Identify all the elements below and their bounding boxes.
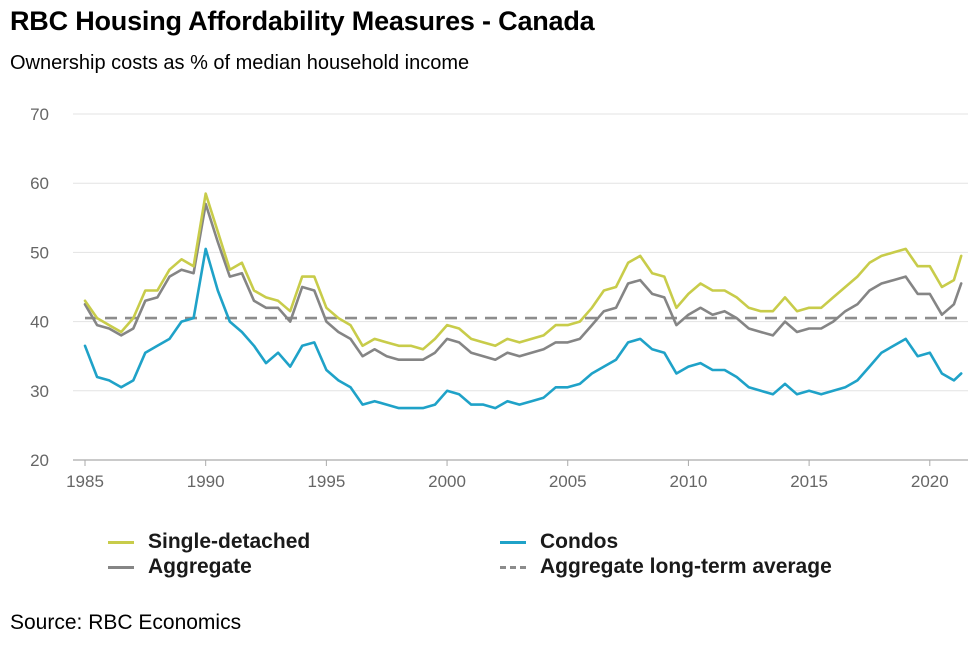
legend-item-single-detached: Single-detached (108, 529, 310, 555)
y-tick-label: 40 (30, 313, 49, 332)
y-tick-label: 50 (30, 243, 49, 262)
x-tick-label: 2015 (790, 472, 828, 491)
series-line-condos (83, 247, 963, 410)
line-chart: 1985 1990 1995 2000 2005 2010 2015 2020 20 30 40 5… (30, 105, 968, 491)
y-axis: 20 30 40 50 60 70 (30, 105, 49, 470)
x-tick-label: 1995 (307, 472, 345, 491)
legend-label: Single-detached (148, 530, 311, 553)
legend-swatch-single-detached (108, 540, 134, 544)
legend-swatch-long-term-average (500, 565, 526, 569)
legend: Single-detached Condos Aggregate Aggrega… (108, 529, 928, 585)
x-tick-label: 2005 (549, 472, 587, 491)
x-tick-label: 2000 (428, 472, 466, 491)
legend-item-aggregate: Aggregate (108, 554, 252, 580)
series-line-single-detached (83, 192, 963, 351)
legend-swatch-condos (500, 540, 526, 544)
chart-subtitle: Ownership costs as % of median household… (10, 52, 470, 74)
legend-label: Aggregate (148, 555, 252, 578)
series-group (83, 192, 963, 410)
chart-title: RBC Housing Affordability Measures - Can… (10, 6, 595, 36)
legend-label: Aggregate long-term average (540, 555, 832, 578)
y-tick-label: 60 (30, 174, 49, 193)
x-tick-label: 1985 (66, 472, 104, 491)
legend-label: Condos (540, 530, 619, 553)
x-tick-label: 2010 (670, 472, 708, 491)
y-tick-label: 30 (30, 382, 49, 401)
legend-swatch-aggregate (108, 565, 134, 569)
x-axis: 1985 1990 1995 2000 2005 2010 2015 2020 (66, 459, 968, 491)
legend-item-condos: Condos (500, 529, 618, 555)
grid-lines (73, 113, 968, 392)
x-tick-label: 1990 (187, 472, 225, 491)
legend-item-long-term-average: Aggregate long-term average (500, 554, 832, 580)
series-line-aggregate (83, 202, 963, 361)
y-tick-label: 20 (30, 451, 49, 470)
x-tick-label: 2020 (911, 472, 949, 491)
y-tick-label: 70 (30, 105, 49, 124)
source-note: Source: RBC Economics (10, 611, 242, 634)
